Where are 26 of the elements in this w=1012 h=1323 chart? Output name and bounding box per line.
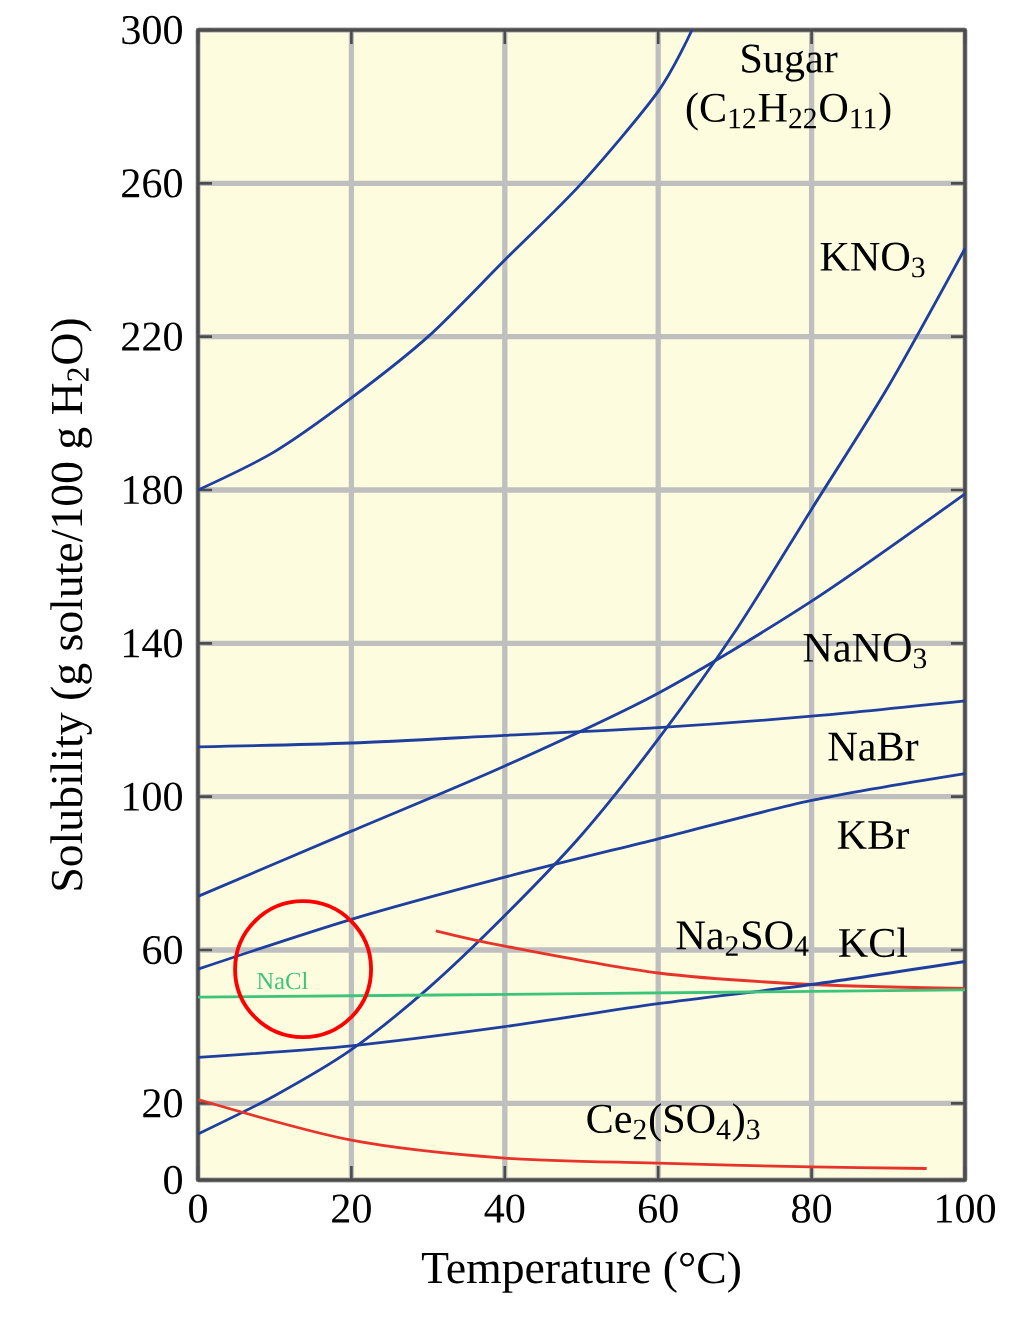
y-tick-label: 220 — [122, 322, 182, 351]
series-label: Na$_{2}$SO$_{4}$ — [676, 921, 809, 956]
y-tick-label: 140 — [124, 629, 182, 658]
y-tick-label: 260 — [122, 169, 182, 198]
y-tick-label: 60 — [143, 935, 182, 965]
x-axis-title: Temperature (°C) — [421, 1251, 740, 1293]
series-label: NaBr — [828, 732, 919, 761]
series-label: Sugar (C$_{12}$H$_{22}$O$_{11}$) — [686, 44, 891, 131]
y-tick-label: 20 — [143, 1089, 182, 1118]
x-tick-label: 60 — [638, 1194, 678, 1223]
x-tick-label: 80 — [792, 1194, 832, 1223]
y-axis-title: Solubility (g solute/100 g H$_{2}$O) — [50, 319, 92, 890]
x-tick-label: 0 — [189, 1194, 207, 1223]
series-label: NaCl — [257, 971, 308, 990]
y-tick-label: 300 — [122, 15, 182, 45]
y-tick-label: 100 — [124, 782, 182, 811]
series-label: KBr — [837, 821, 909, 849]
series-label: NaNO$_{3}$ — [803, 633, 927, 669]
x-tick-label: 20 — [332, 1194, 371, 1223]
series-label: KNO$_{3}$ — [820, 242, 925, 278]
y-tick-label: 180 — [124, 475, 182, 505]
series-label: KCl — [839, 927, 908, 958]
x-tick-label: 40 — [484, 1194, 525, 1223]
y-tick-label: 0 — [164, 1165, 182, 1195]
x-tick-label: 100 — [937, 1194, 996, 1223]
series-label: Ce$_{2}$(SO$_{4}$)$_{3}$ — [587, 1103, 760, 1142]
